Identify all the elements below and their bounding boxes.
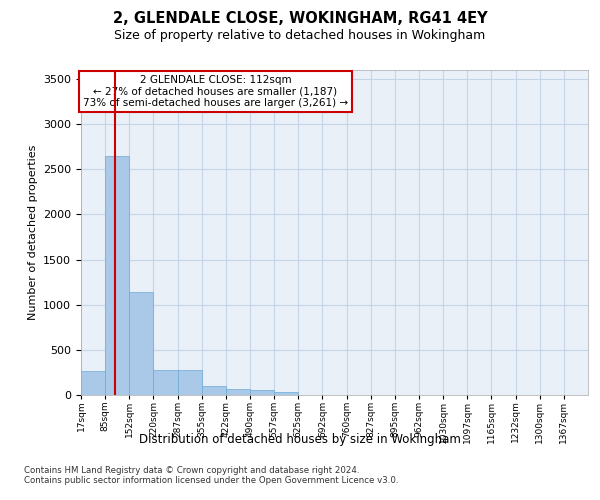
Bar: [226, 388, 250, 395]
Bar: [274, 392, 298, 395]
Text: Contains public sector information licensed under the Open Government Licence v3: Contains public sector information licen…: [24, 476, 398, 485]
Bar: [129, 292, 154, 395]
Bar: [81, 370, 105, 395]
Text: Size of property relative to detached houses in Wokingham: Size of property relative to detached ho…: [115, 29, 485, 42]
Text: 2 GLENDALE CLOSE: 112sqm
← 27% of detached houses are smaller (1,187)
73% of sem: 2 GLENDALE CLOSE: 112sqm ← 27% of detach…: [83, 75, 348, 108]
Bar: [105, 156, 129, 395]
Y-axis label: Number of detached properties: Number of detached properties: [28, 145, 38, 320]
Bar: [154, 370, 178, 395]
Bar: [178, 370, 202, 395]
Bar: [202, 386, 226, 395]
Text: Distribution of detached houses by size in Wokingham: Distribution of detached houses by size …: [139, 432, 461, 446]
Text: 2, GLENDALE CLOSE, WOKINGHAM, RG41 4EY: 2, GLENDALE CLOSE, WOKINGHAM, RG41 4EY: [113, 11, 487, 26]
Bar: [250, 390, 274, 395]
Text: Contains HM Land Registry data © Crown copyright and database right 2024.: Contains HM Land Registry data © Crown c…: [24, 466, 359, 475]
